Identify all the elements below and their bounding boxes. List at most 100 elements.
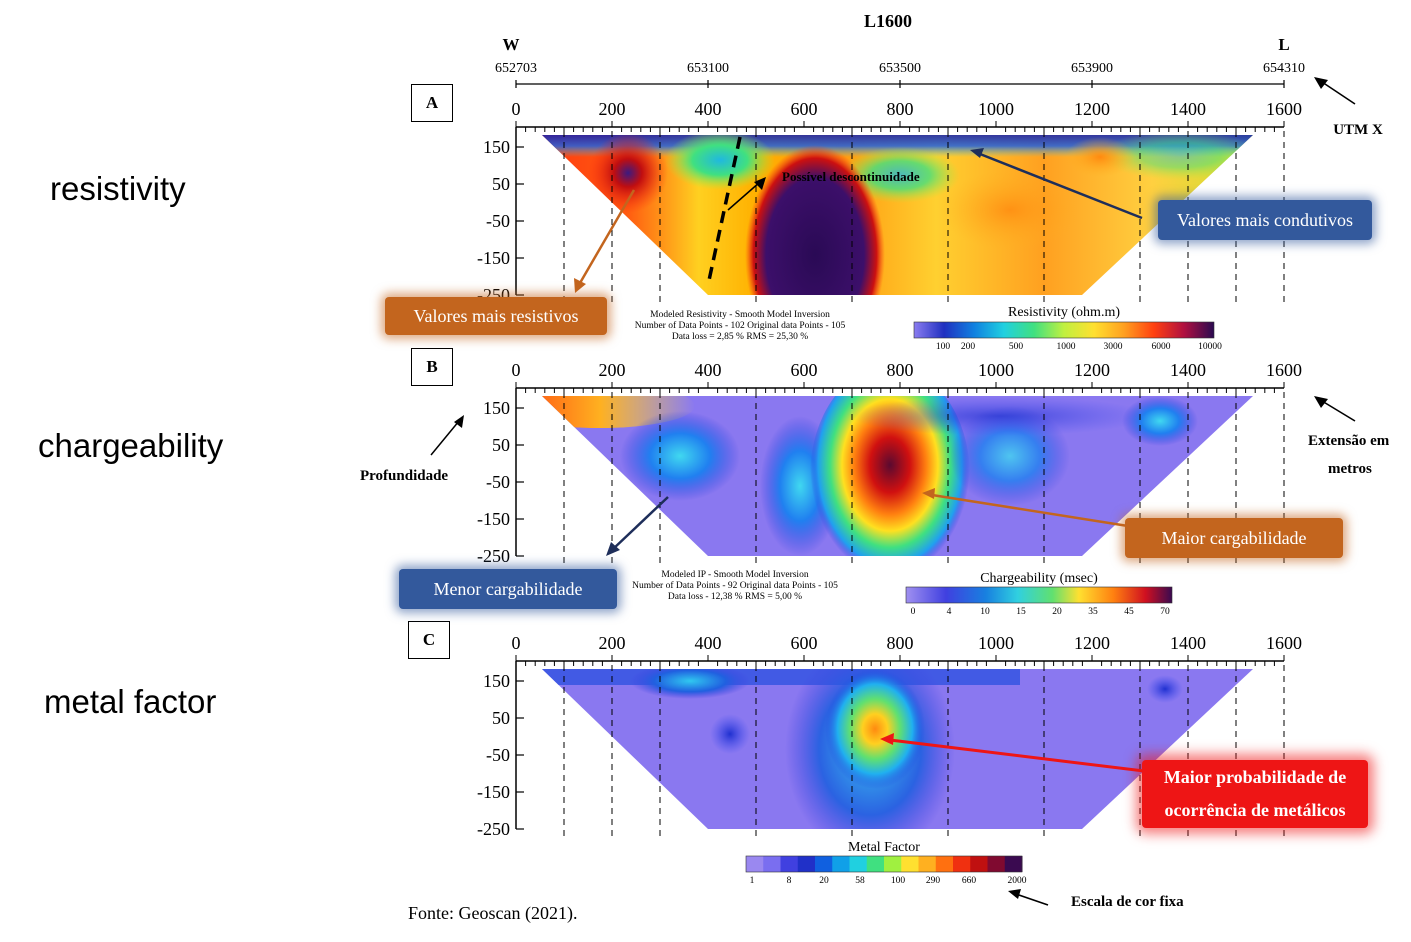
y-tick-label: 50 xyxy=(492,708,510,728)
callout-valores-resistivos: Valores mais resistivos xyxy=(385,297,607,335)
scale-tick-label: 4 xyxy=(947,607,952,617)
y-tick-label: -250 xyxy=(477,546,510,566)
scale-segment xyxy=(901,856,919,872)
x-tick-label: 600 xyxy=(791,360,818,380)
scale-segment xyxy=(935,856,954,872)
arrow-menor-carg-icon xyxy=(606,496,669,556)
callout-metalicos-line1: Maior probabilidade de xyxy=(1163,767,1347,787)
x-tick-label: 200 xyxy=(599,633,626,653)
panel-c-label: C xyxy=(408,621,450,659)
x-tick-label: 600 xyxy=(791,633,818,653)
scale-title: Chargeability (msec) xyxy=(980,571,1098,586)
green-zone xyxy=(665,135,775,190)
scale-tick-label: 70 xyxy=(1160,607,1170,617)
x-tick-label: 1600 xyxy=(1266,633,1302,653)
arrow-descontinuidade-icon xyxy=(727,177,766,211)
arrow-extensao-icon xyxy=(1314,396,1356,422)
arrow-maior-carg-icon xyxy=(922,488,1129,528)
scale-tick-label: 100 xyxy=(891,876,906,886)
x-tick-label: 1400 xyxy=(1170,633,1206,653)
orange-zone xyxy=(1065,137,1135,177)
scale-tick-label: 20 xyxy=(1052,607,1062,617)
x-tick-label: 600 xyxy=(791,99,818,119)
y-tick-label: -150 xyxy=(477,782,510,802)
scale-tick-label: 6000 xyxy=(1152,342,1171,352)
y-tick-label: 150 xyxy=(483,671,510,691)
utm-axis-label: UTM X xyxy=(1333,122,1383,138)
metal-factor-panel: 0 200 400 600 800 1000 1200 1400 1600 150 50 -50 -15… xyxy=(477,633,1302,886)
east-label: L xyxy=(1278,35,1289,54)
scale-segment xyxy=(1004,856,1023,872)
arrow-escala-icon xyxy=(1008,889,1049,906)
scale-segment xyxy=(866,856,885,872)
scale-title: Metal Factor xyxy=(848,840,920,855)
escala-fixa-label: Escala de cor fixa xyxy=(1071,894,1184,910)
scale-tick-label: 100 xyxy=(936,342,951,352)
x-tick-label: 800 xyxy=(887,360,914,380)
y-tick-label: -250 xyxy=(477,819,510,839)
callout-maior-probabilidade: Maior probabilidade de ocorrência de met… xyxy=(1142,760,1368,828)
model-stats-line: Data loss - 12,38 % RMS = 5,00 % xyxy=(668,592,802,602)
scale-tick-label: 58 xyxy=(855,876,865,886)
x-tick-label: 0 xyxy=(512,360,521,380)
y-tick-label: -150 xyxy=(477,248,510,268)
x-tick-label: 1200 xyxy=(1074,99,1110,119)
panel-a-label: A xyxy=(411,84,453,122)
utm-arrow-icon xyxy=(1314,77,1356,105)
side-label-resistivity: resistivity xyxy=(50,170,186,207)
x-tick-label: 800 xyxy=(887,99,914,119)
scale-segment xyxy=(987,856,1006,872)
x-tick-label: 200 xyxy=(599,99,626,119)
utm-tick-label: 653900 xyxy=(1071,61,1113,76)
arrow-condutivo-icon xyxy=(970,148,1143,220)
y-tick-label: 50 xyxy=(492,435,510,455)
x-tick-label: 1200 xyxy=(1074,633,1110,653)
scale-tick-label: 2000 xyxy=(1008,876,1027,886)
scale-segment xyxy=(746,856,764,872)
x-tick-label: 0 xyxy=(512,99,521,119)
utm-tick-label: 654310 xyxy=(1263,61,1305,76)
scale-tick-label: 45 xyxy=(1124,607,1134,617)
y-tick-label: -50 xyxy=(486,472,510,492)
scale-tick-label: 10 xyxy=(980,607,990,617)
scale-tick-label: 0 xyxy=(911,607,916,617)
west-label: W xyxy=(503,35,520,54)
x-tick-label: 1600 xyxy=(1266,360,1302,380)
panel-b-label: B xyxy=(411,348,453,386)
arrow-profundidade-icon xyxy=(430,415,464,456)
color-scale-bar xyxy=(913,321,1215,339)
model-stats-line: Modeled Resistivity - Smooth Model Inver… xyxy=(650,310,830,320)
x-tick-label: 400 xyxy=(695,99,722,119)
callout-maior-cargabilidade: Maior cargabilidade xyxy=(1125,518,1343,558)
x-tick-label: 400 xyxy=(695,633,722,653)
blue-zone xyxy=(710,714,750,754)
blue-zone xyxy=(1147,675,1183,703)
scale-tick-label: 10000 xyxy=(1198,342,1222,352)
model-stats-line: Modeled IP - Smooth Model Inversion xyxy=(661,570,808,580)
x-tick-label: 1400 xyxy=(1170,360,1206,380)
callout-valores-condutivos: Valores mais condutivos xyxy=(1158,200,1372,240)
x-tick-label: 1000 xyxy=(978,360,1014,380)
scale-segment xyxy=(953,856,971,872)
scale-tick-label: 20 xyxy=(819,876,829,886)
x-tick-label: 800 xyxy=(887,633,914,653)
scale-segment xyxy=(763,856,781,872)
scale-segment xyxy=(970,856,988,872)
source-note: Fonte: Geoscan (2021). xyxy=(408,903,578,923)
scale-tick-label: 8 xyxy=(787,876,792,886)
utm-tick-label: 652703 xyxy=(495,61,537,76)
x-tick-label: 1400 xyxy=(1170,99,1206,119)
scale-tick-label: 660 xyxy=(962,876,977,886)
scale-tick-label: 35 xyxy=(1088,607,1098,617)
utm-axis-ticks: 652703 653100 653500 653900 654310 xyxy=(495,61,1305,88)
scale-segment xyxy=(918,856,937,872)
y-tick-label: -150 xyxy=(477,509,510,529)
x-tick-label: 1600 xyxy=(1266,99,1302,119)
x-tick-label: 1200 xyxy=(1074,360,1110,380)
chargeability-panel: 0 200 400 600 800 1000 1200 1400 160015050-50-15… xyxy=(477,360,1302,617)
callout-metalicos-line2: ocorrência de metálicos xyxy=(1164,800,1346,820)
scale-tick-label: 200 xyxy=(961,342,976,352)
side-label-metal-factor: metal factor xyxy=(44,683,217,720)
side-label-chargeability: chargeability xyxy=(38,427,224,464)
